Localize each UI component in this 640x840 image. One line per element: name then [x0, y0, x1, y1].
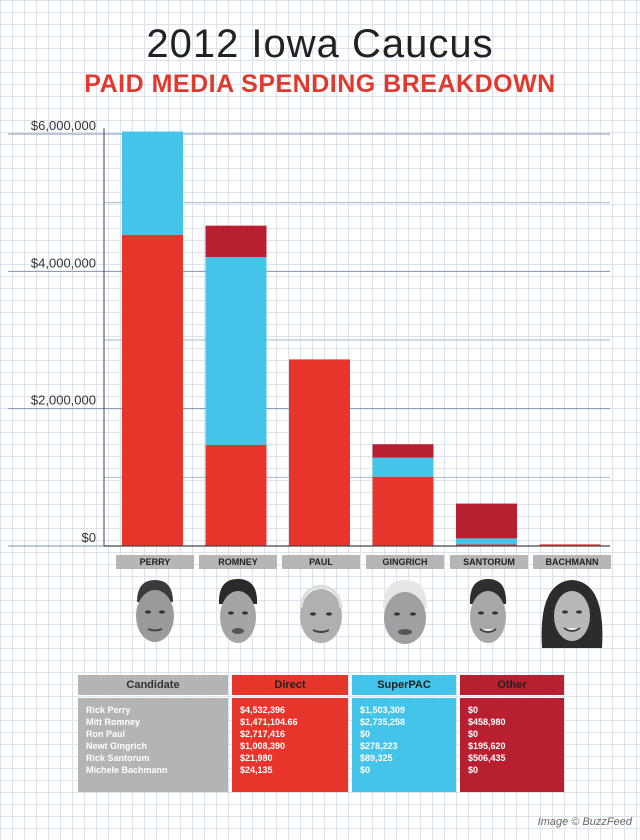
table-header-direct: Direct [232, 675, 348, 695]
table-cell-candidate: Mitt Romney [86, 717, 140, 727]
chart-title: 2012 Iowa Caucus [146, 22, 494, 66]
name-tab-perry: PERRY [116, 555, 194, 569]
table-cell-direct: $24,135 [240, 765, 273, 775]
table-column-direct: $4,532,396 $1,471,104.66 $2,717,416 $1,0… [232, 698, 348, 792]
bar-segment-superpac-gingrich [372, 457, 434, 477]
bar-segment-superpac-santorum [456, 538, 517, 545]
bar-segment-direct-perry [122, 234, 183, 546]
table-cell-direct: $1,471,104.66 [240, 717, 298, 727]
table-cell-candidate: Rick Perry [86, 705, 131, 715]
bar-segment-other-romney [205, 225, 267, 258]
table-cell-direct: $21,980 [240, 753, 273, 763]
table-cell-other: $458,980 [468, 717, 506, 727]
bar-segment-direct-romney [205, 444, 267, 546]
table-cell-superpac: $278,223 [360, 741, 398, 751]
bar-segment-direct-santorum [456, 544, 517, 546]
table-column-candidate: Rick Perry Mitt Romney Ron Paul Newt Gin… [78, 698, 228, 792]
candidate-photo-romney [218, 579, 258, 643]
chart-subtitle: PAID MEDIA SPENDING BREAKDOWN [84, 70, 556, 98]
candidate-photo-paul [299, 584, 343, 643]
name-tab-romney: ROMNEY [199, 555, 277, 569]
bar-segment-superpac-romney [205, 257, 267, 445]
table-column-other: $0 $458,980 $0 $195,620 $506,435 $0 [460, 698, 564, 792]
candidate-photo-perry [136, 580, 174, 642]
name-tab-santorum: SANTORUM [450, 555, 528, 569]
table-column-superpac: $1,503,309 $2,735,258 $0 $278,223 $89,32… [352, 698, 456, 792]
table-cell-superpac: $0 [360, 729, 371, 739]
bar-segment-other-santorum [456, 503, 517, 539]
table-header-other: Other [460, 675, 564, 695]
table-cell-candidate: Michele Bachmann [86, 765, 168, 775]
table-cell-other: $195,620 [468, 741, 506, 751]
table-cell-direct: $2,717,416 [240, 729, 286, 739]
table-cell-superpac: $89,325 [360, 753, 393, 763]
candidate-photo-gingrich [383, 580, 427, 644]
y-tick-label: $0 [82, 530, 96, 545]
image-credit: Image © BuzzFeed [537, 816, 632, 828]
y-tick-label: $2,000,000 [31, 393, 96, 408]
table-cell-direct: $1,008,390 [240, 741, 286, 751]
table-cell-direct: $4,532,396 [240, 705, 286, 715]
bar-segment-direct-bachmann [539, 544, 601, 546]
y-tick-label: $6,000,000 [31, 120, 96, 133]
candidate-photo-santorum [469, 579, 507, 643]
bar-segment-direct-gingrich [372, 476, 434, 546]
table-cell-superpac: $2,735,258 [360, 717, 406, 727]
bar-segment-other-gingrich [372, 444, 434, 458]
table-cell-candidate: Ron Paul [86, 729, 126, 739]
table-cell-candidate: Newt Gingrich [86, 741, 148, 751]
table-header-candidate: Candidate [78, 675, 228, 695]
table-cell-other: $0 [468, 705, 479, 715]
name-tab-gingrich: GINGRICH [366, 555, 444, 569]
name-tab-bachmann: BACHMANN [533, 555, 611, 569]
name-tab-paul: PAUL [282, 555, 360, 569]
stacked-bar-chart: $0 $2,000,000 $4,000,000 $6,000,000 [8, 120, 610, 547]
table-cell-superpac: $1,503,309 [360, 705, 406, 715]
table-cell-other: $0 [468, 729, 479, 739]
bar-segment-direct-paul [289, 359, 350, 546]
table-cell-other: $0 [468, 765, 479, 775]
candidate-photo-bachmann [541, 580, 603, 648]
bar-segment-superpac-perry [122, 131, 183, 235]
table-cell-superpac: $0 [360, 765, 371, 775]
table-header-superpac: SuperPAC [352, 675, 456, 695]
table-cell-candidate: Rick Santorum [86, 753, 150, 763]
table-cell-other: $506,435 [468, 753, 506, 763]
y-tick-label: $4,000,000 [31, 255, 96, 270]
